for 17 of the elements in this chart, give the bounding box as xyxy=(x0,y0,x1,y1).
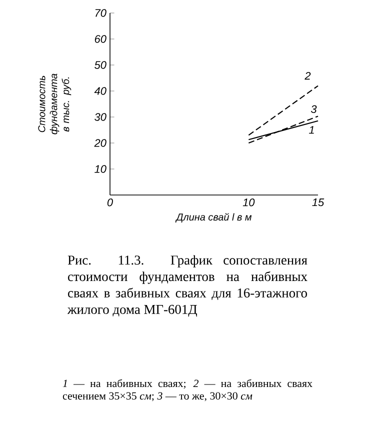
x-tick-label: 0 xyxy=(107,198,113,206)
y-tick-label: 10 xyxy=(94,165,106,173)
series-label: 3 xyxy=(310,105,317,114)
y-tick-label: 70 xyxy=(95,9,106,17)
text: Рис. 11.3. График сопоставления стоимости фундаментов на набивных сваях в забивных сваях для 16-этажного жилого дома МГ-601Д xyxy=(67,255,308,317)
text: 1 — на набивных сваях; 2 — на забивных сваях сечением 35×35 см; 3 — то же, 30×30 см xyxy=(62,379,312,402)
y-tick-label: 40 xyxy=(94,87,106,95)
x-tick-label: 10 xyxy=(242,198,255,206)
y-tick-label: 20 xyxy=(94,139,106,147)
series-label: 1 xyxy=(308,126,314,134)
y-axis-title: Стоимость фундамента в тыс. руб. xyxy=(38,74,72,134)
y-tick-label: 30 xyxy=(94,113,106,121)
y-tick-label: 50 xyxy=(94,61,106,69)
x-tick-label: 15 xyxy=(312,198,324,206)
y-tick-label: 60 xyxy=(94,35,106,43)
x-axis-title: Длина свай l в м xyxy=(175,213,252,222)
series-label: 2 xyxy=(304,72,311,80)
